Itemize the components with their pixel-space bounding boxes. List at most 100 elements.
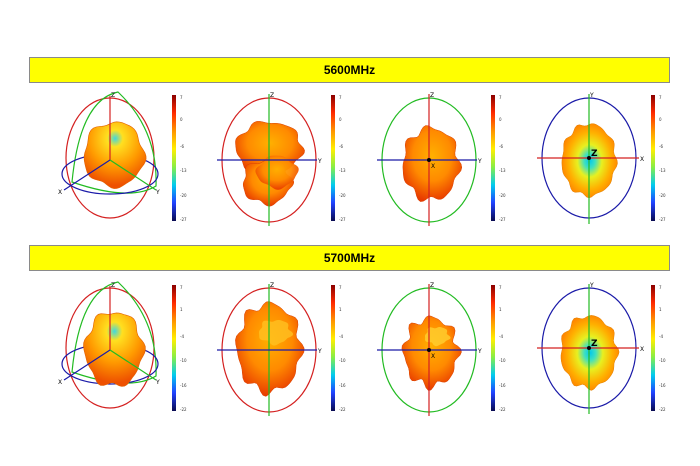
y-axis-label: Y [589,92,594,99]
radiation-pattern-3d [83,312,146,387]
x-axis-label: X [640,346,644,353]
z-axis-label: Z [591,149,598,159]
scale-tick-label: -10 [339,358,346,364]
scale-tick-label: -4 [180,333,184,339]
y-axis-label: Y [155,189,160,196]
pattern-row-5600: Z X Y 7 0 -6 -13 -20 -27 Z Y 7 0 -6 -13 -20 -27 Z Y X 7 0 -6 -1… [0,88,700,236]
scale-tick-label: -20 [339,192,346,198]
scale-tick-label: -4 [499,333,503,339]
y-axis-label: Y [317,158,322,165]
color-scale-bar: 7 0 -6 -13 -20 -27 [172,95,187,222]
radiation-plot: Z Y X [377,92,482,226]
radiation-pattern-highlight [425,327,451,347]
radiation-pattern-3d [83,121,147,189]
scale-tick-label: -13 [499,168,506,174]
y-axis-line [109,349,157,381]
radiation-pattern-main-lobe [402,125,463,202]
frequency-banner-5600: 5600MHz [29,57,670,83]
scale-tick-label: -20 [180,192,187,198]
scale-tick-label: 7 [499,285,502,290]
scale-tick-label: 7 [659,285,662,290]
radiation-pattern-highlight [259,320,294,346]
radiation-pattern-side-lobe [255,155,299,190]
color-scale-bar: 7 0 -6 -13 -20 -27 [331,95,346,222]
scale-tick-label: 7 [339,95,342,100]
radiation-plot: Z Y X [377,282,482,416]
scale-tick-label: -27 [499,217,506,222]
scale-tick-label: 1 [339,306,342,312]
scale-tick-label: -22 [180,407,187,412]
scale-tick-label: 7 [180,285,183,290]
pattern-row-5700: Z X Y 7 1 -4 -10 -16 -22 Z Y 7 1 -4 -10 -16 -22 Z Y X 7 1 -4 -1… [0,278,700,426]
frequency-label: 5600MHz [323,63,376,77]
scale-tick-label: -6 [180,143,184,149]
z-axis-label: Z [270,92,274,99]
color-scale-bar: 7 0 -6 -13 -20 -27 [651,95,666,222]
x-axis-point [427,158,431,162]
color-scale-bar: 7 1 -4 -10 -16 -22 [331,285,346,412]
frequency-label: 5700MHz [323,251,376,265]
z-axis-label: Z [111,92,115,99]
scale-tick-label: 0 [339,116,342,122]
frequency-banner-5700: 5700MHz [29,245,670,271]
x-axis-point [427,348,431,352]
scale-tick-label: -22 [339,407,346,412]
z-axis-label: Z [270,282,274,289]
scale-tick-label: -6 [339,143,343,149]
color-scale-bar: 7 1 -4 -10 -16 -22 [491,285,506,412]
scale-tick-label: -6 [499,143,503,149]
scale-tick-label: 7 [339,285,342,290]
x-axis-line [63,159,111,191]
z-axis-label: Z [591,339,598,349]
scale-tick-label: -16 [499,382,506,388]
radiation-plot: Z X Y [58,91,160,219]
radiation-pattern-top [560,315,620,391]
z-axis-point [587,156,591,160]
pattern-view-side: Z Y X [377,278,537,426]
scale-tick-label: 1 [180,306,183,312]
scale-tick-label: -4 [659,333,663,339]
scale-tick-label: -13 [339,168,346,174]
x-axis-line [63,349,111,381]
scale-tick-label: 0 [180,116,183,122]
radiation-plot: ZY [217,282,322,416]
pattern-view-top: Y X Z [537,88,697,236]
scale-tick-label: -13 [659,168,666,174]
z-axis-label: Z [111,282,115,289]
x-axis-label: X [640,156,644,163]
scale-tick-label: -27 [180,217,187,222]
scale-tick-label: -10 [659,358,666,364]
scale-tick-label: -20 [499,192,506,198]
scale-tick-label: 1 [499,306,502,312]
scale-tick-label: -16 [659,382,666,388]
x-axis-label: X [431,163,435,170]
scale-tick-label: 1 [659,306,662,312]
scale-tick-label: -27 [659,217,666,222]
pattern-view-top: Y X Z [537,278,697,426]
radiation-plot: Y X Z [537,92,644,224]
scale-tick-label: -22 [659,407,666,412]
scale-tick-label: -6 [659,143,663,149]
scale-tick-label: -10 [499,358,506,364]
y-axis-label: Y [317,348,322,355]
scale-tick-label: -27 [339,217,346,222]
color-scale-bar: 7 1 -4 -10 -16 -22 [651,285,666,412]
radiation-pattern-top [561,123,618,199]
y-axis-label: Y [477,348,482,355]
radiation-plot: Z X Y [58,281,160,409]
radiation-plot: Y X Z [537,282,644,414]
radiation-pattern-main-lobe [235,301,305,397]
scale-tick-label: 0 [499,116,502,122]
x-axis-label: X [58,189,62,196]
z-axis-label: Z [430,282,434,289]
color-scale-bar: 7 0 -6 -13 -20 -27 [491,95,506,222]
y-axis-label: Y [477,158,482,165]
pattern-view-isometric: Z X Y [57,88,217,236]
x-axis-label: X [431,353,435,360]
x-axis-label: X [58,379,62,386]
scale-tick-label: 0 [659,116,662,122]
pattern-view-side: Z Y X [377,88,537,236]
scale-tick-label: -10 [180,358,187,364]
